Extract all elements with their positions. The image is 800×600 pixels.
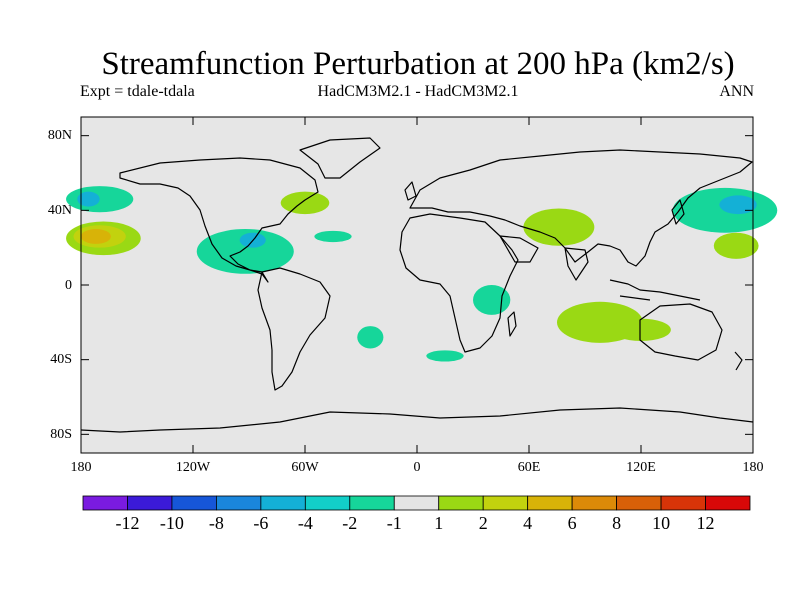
anomaly-region	[713, 232, 759, 259]
colorbar-swatch	[171, 495, 217, 511]
models-label: HadCM3M2.1 - HadCM3M2.1	[317, 83, 519, 100]
colorbar-swatch	[349, 495, 395, 511]
colorbar-label: -1	[386, 513, 402, 533]
colorbar-swatch	[705, 495, 751, 511]
colorbar-swatch	[393, 495, 440, 511]
new-zealand-outline	[734, 351, 743, 371]
anomaly-region	[719, 195, 757, 215]
x-tick-label: 60E	[517, 460, 541, 475]
colorbar-label: 4	[523, 513, 533, 533]
colorbar-swatch	[571, 495, 618, 511]
axis-ticks	[80, 117, 754, 453]
australia-outline	[639, 303, 723, 361]
y-tick-label: 80S	[50, 427, 72, 442]
colorbar	[82, 495, 751, 511]
season-label: ANN	[719, 83, 754, 100]
anomaly-region	[357, 326, 384, 349]
japan-outline	[671, 199, 685, 225]
anomaly-region	[81, 229, 111, 244]
colorbar-label: -8	[208, 513, 224, 533]
anomaly-region	[523, 208, 595, 246]
anomaly-region	[426, 350, 464, 362]
greenland-outline	[299, 137, 381, 179]
colorbar-swatch	[215, 495, 262, 511]
y-tick-label: 40S	[50, 352, 72, 367]
x-tick-label: 0	[413, 460, 421, 475]
anomaly-region	[280, 191, 330, 215]
anomaly-region	[314, 230, 352, 243]
colorbar-label: -4	[297, 513, 313, 533]
anomaly-region	[196, 229, 294, 274]
south-america-outline	[257, 267, 331, 391]
colorbar-label: 6	[567, 513, 577, 533]
uk-outline	[404, 181, 417, 201]
anomaly-regions	[66, 186, 778, 362]
africa-outline	[399, 213, 519, 353]
colorbar-label: -6	[253, 513, 269, 533]
colorbar-swatch	[127, 495, 173, 511]
indonesia-outline	[609, 279, 701, 301]
colorbar-label: 1	[434, 513, 444, 533]
eurasia-outline	[409, 149, 753, 267]
y-tick-label: 40N	[47, 203, 72, 218]
colorbar-swatch	[616, 495, 662, 511]
x-tick-label: 60W	[291, 460, 319, 475]
colorbar-label: 2	[478, 513, 488, 533]
map-background	[81, 117, 753, 453]
colorbar-label: -10	[159, 513, 184, 533]
colorbar-label: -12	[115, 513, 140, 533]
madagascar-outline	[507, 311, 517, 337]
coastlines	[80, 137, 754, 433]
colorbar-swatch	[82, 495, 128, 511]
north-america-outline	[119, 157, 319, 283]
colorbar-swatch	[660, 495, 706, 511]
y-tick-label: 80N	[47, 128, 72, 143]
colorbar-label: -2	[342, 513, 358, 533]
colorbar-swatch	[527, 495, 573, 511]
colorbar-swatch	[304, 495, 351, 511]
colorbar-label: 12	[696, 513, 715, 533]
arabia-outline	[499, 235, 539, 263]
colorbar-label: 10	[652, 513, 671, 533]
anomaly-region	[611, 318, 671, 341]
x-tick-label: 120E	[626, 460, 656, 475]
y-tick-label: 0	[65, 278, 72, 293]
colorbar-swatch	[482, 495, 529, 511]
experiment-label: Expt = tdale-tdala	[80, 83, 195, 100]
colorbar-swatch	[438, 495, 484, 511]
antarctica-outline	[80, 407, 754, 433]
india-outline	[564, 247, 589, 281]
colorbar-label: 8	[612, 513, 622, 533]
x-tick-label: 120W	[175, 460, 211, 475]
colorbar-swatch	[260, 495, 306, 511]
x-tick-label: 180	[70, 460, 92, 475]
anomaly-region	[77, 191, 100, 207]
map-title: Streamfunction Perturbation at 200 hPa (…	[101, 46, 735, 82]
x-tick-label: 180	[742, 460, 764, 475]
